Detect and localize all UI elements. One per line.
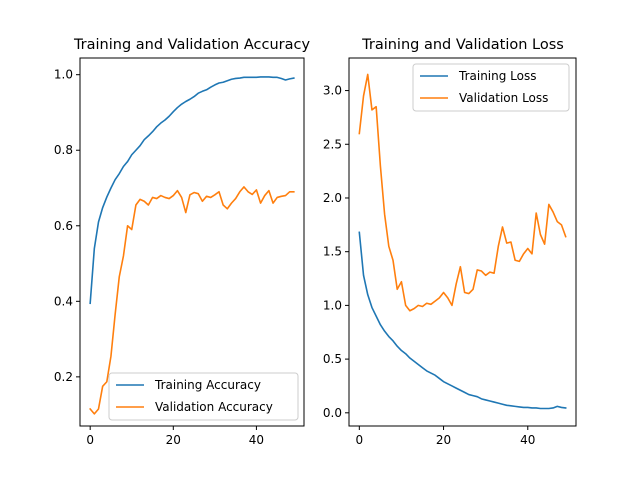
- series-line-validation-loss: [358, 73, 567, 312]
- loss-y-tick-label: 0.0: [323, 406, 342, 420]
- legend-label-validation-accuracy: Validation Accuracy: [155, 400, 273, 414]
- series-line-training-loss: [358, 231, 567, 410]
- loss-legend: Training Loss Validation Loss: [412, 63, 570, 112]
- loss-y-tick-label: 1.5: [323, 245, 342, 259]
- accuracy-chart: Training and Validation Accuracy 0 20 40 0.…: [54, 37, 311, 447]
- accuracy-plot-frame: [79, 57, 305, 427]
- legend-label-validation-loss: Validation Loss: [459, 91, 548, 105]
- loss-y-tick-label: 2.0: [323, 191, 342, 205]
- loss-y-tick-label: 2.5: [323, 137, 342, 151]
- loss-y-tick-label: 0.5: [323, 352, 342, 366]
- accuracy-y-tick-label: 0.2: [54, 370, 73, 384]
- loss-x-tick-label: 20: [436, 433, 451, 447]
- accuracy-legend: Training Accuracy Validation Accuracy: [108, 372, 299, 421]
- accuracy-x-tick-label: 0: [86, 433, 94, 447]
- accuracy-chart-title: Training and Validation Accuracy: [73, 37, 311, 53]
- loss-x-tick-label: 0: [355, 433, 363, 447]
- accuracy-y-tick-label: 0.8: [54, 143, 73, 157]
- accuracy-x-tick-label: 20: [166, 433, 181, 447]
- legend-label-training-loss: Training Loss: [458, 69, 536, 83]
- series-line-validation-accuracy: [89, 186, 295, 415]
- loss-x-tick-label: 40: [520, 433, 535, 447]
- loss-y-tick-label: 3.0: [323, 84, 342, 98]
- loss-y-tick-label: 1.0: [323, 298, 342, 312]
- accuracy-y-tick-label: 0.4: [54, 294, 73, 308]
- accuracy-x-tick-label: 40: [249, 433, 264, 447]
- accuracy-y-tick-label: 1.0: [54, 68, 73, 82]
- loss-plot-frame: [348, 57, 577, 427]
- series-line-training-accuracy: [89, 76, 295, 305]
- loss-legend-box: [412, 63, 570, 112]
- legend-label-training-accuracy: Training Accuracy: [154, 378, 261, 392]
- loss-chart-title: Training and Validation Loss: [361, 37, 564, 53]
- accuracy-legend-box: [108, 372, 299, 421]
- loss-chart: Training and Validation Loss 0 20 40 0.0 0.5…: [323, 37, 577, 447]
- accuracy-y-tick-label: 0.6: [54, 219, 73, 233]
